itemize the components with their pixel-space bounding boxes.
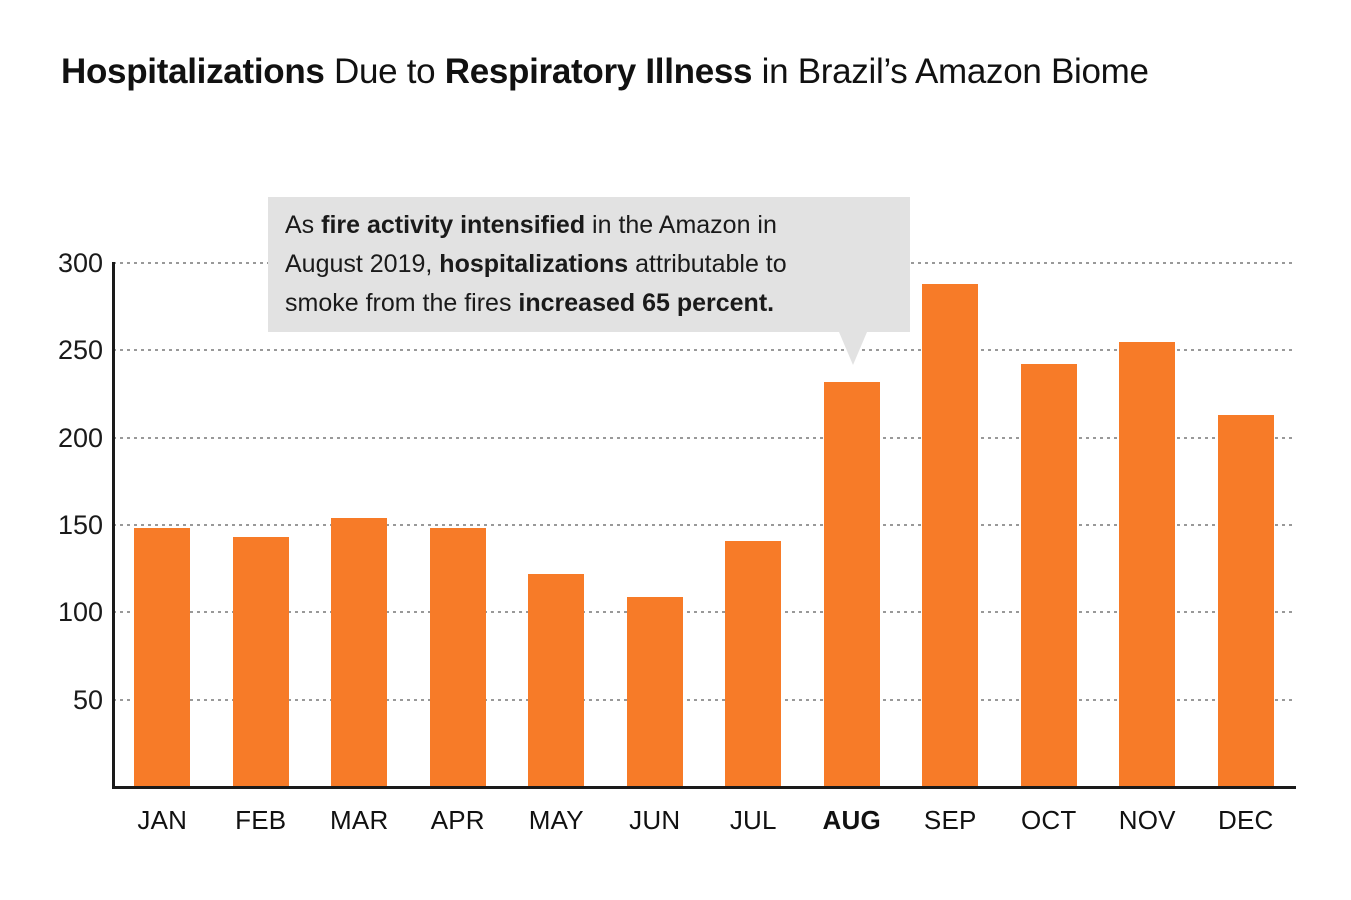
- x-tick-label-dec: DEC: [1218, 805, 1274, 835]
- gridline-200: [113, 436, 1295, 439]
- x-axis-baseline: [112, 786, 1296, 789]
- bar-apr: [429, 528, 486, 787]
- x-tick-label-mar: MAR: [330, 805, 389, 835]
- annotation-line: August 2019, hospitalizations attributab…: [285, 245, 893, 284]
- annotation-line: As fire activity intensified in the Amaz…: [285, 206, 893, 245]
- gridline-100: [113, 611, 1295, 614]
- annotation-pointer-tail: [839, 332, 867, 365]
- x-tick-label-aug: AUG: [822, 805, 881, 835]
- text-segment: August 2019,: [285, 250, 440, 278]
- text-segment: smoke from the fires: [285, 289, 519, 317]
- bar-may: [528, 573, 585, 787]
- text-segment: attributable to: [628, 250, 787, 278]
- y-tick-label-250: 250: [57, 335, 103, 366]
- text-segment-bold: fire activity intensified: [321, 211, 586, 239]
- annotation-callout: As fire activity intensified in the Amaz…: [268, 197, 910, 365]
- x-tick-label-jun: JUN: [629, 805, 681, 835]
- text-segment-bold: Respiratory Illness: [444, 52, 753, 91]
- text-segment: in Brazil’s Amazon Biome: [752, 52, 1149, 91]
- text-segment: As: [285, 211, 322, 239]
- annotation-line: smoke from the fires increased 65 percen…: [285, 284, 893, 323]
- chart-title: Hospitalizations Due to Respiratory Illn…: [61, 52, 1321, 92]
- bar-aug: [823, 381, 880, 787]
- x-tick-label-jan: JAN: [137, 805, 188, 835]
- text-segment-bold: increased 65 percent.: [518, 289, 775, 317]
- x-tick-label-oct: OCT: [1021, 805, 1077, 835]
- y-tick-label-150: 150: [57, 510, 103, 540]
- x-tick-label-feb: FEB: [235, 805, 287, 835]
- x-tick-label-apr: APR: [430, 805, 485, 835]
- x-tick-label-nov: NOV: [1118, 805, 1176, 835]
- text-segment: in the Amazon in: [585, 211, 777, 239]
- x-tick-label-jul: JUL: [729, 805, 777, 835]
- text-segment: Due to: [324, 52, 445, 91]
- y-tick-label-200: 200: [57, 422, 103, 453]
- bar-nov: [1119, 341, 1176, 787]
- bar-mar: [331, 518, 388, 787]
- y-tick-label-100: 100: [57, 597, 103, 628]
- gridline-250: [113, 349, 1295, 352]
- text-segment-bold: hospitalizations: [439, 250, 629, 278]
- bar-jan: [134, 528, 191, 787]
- text-segment-bold: Hospitalizations: [61, 52, 325, 91]
- bar-dec: [1217, 414, 1274, 787]
- bar-oct: [1020, 364, 1077, 787]
- y-tick-label-300: 300: [57, 248, 103, 278]
- gridline-50: [113, 698, 1295, 701]
- x-tick-label-sep: SEP: [923, 805, 977, 835]
- x-tick-label-may: MAY: [528, 805, 584, 835]
- bar-feb: [232, 537, 289, 787]
- gridline-150: [113, 524, 1295, 526]
- bar-jun: [626, 596, 683, 787]
- bar-sep: [922, 283, 979, 787]
- annotation-text: As fire activity intensified in the Amaz…: [285, 206, 893, 323]
- y-tick-label-50: 50: [72, 684, 103, 715]
- bar-jul: [725, 540, 782, 787]
- y-axis-line: [112, 262, 115, 789]
